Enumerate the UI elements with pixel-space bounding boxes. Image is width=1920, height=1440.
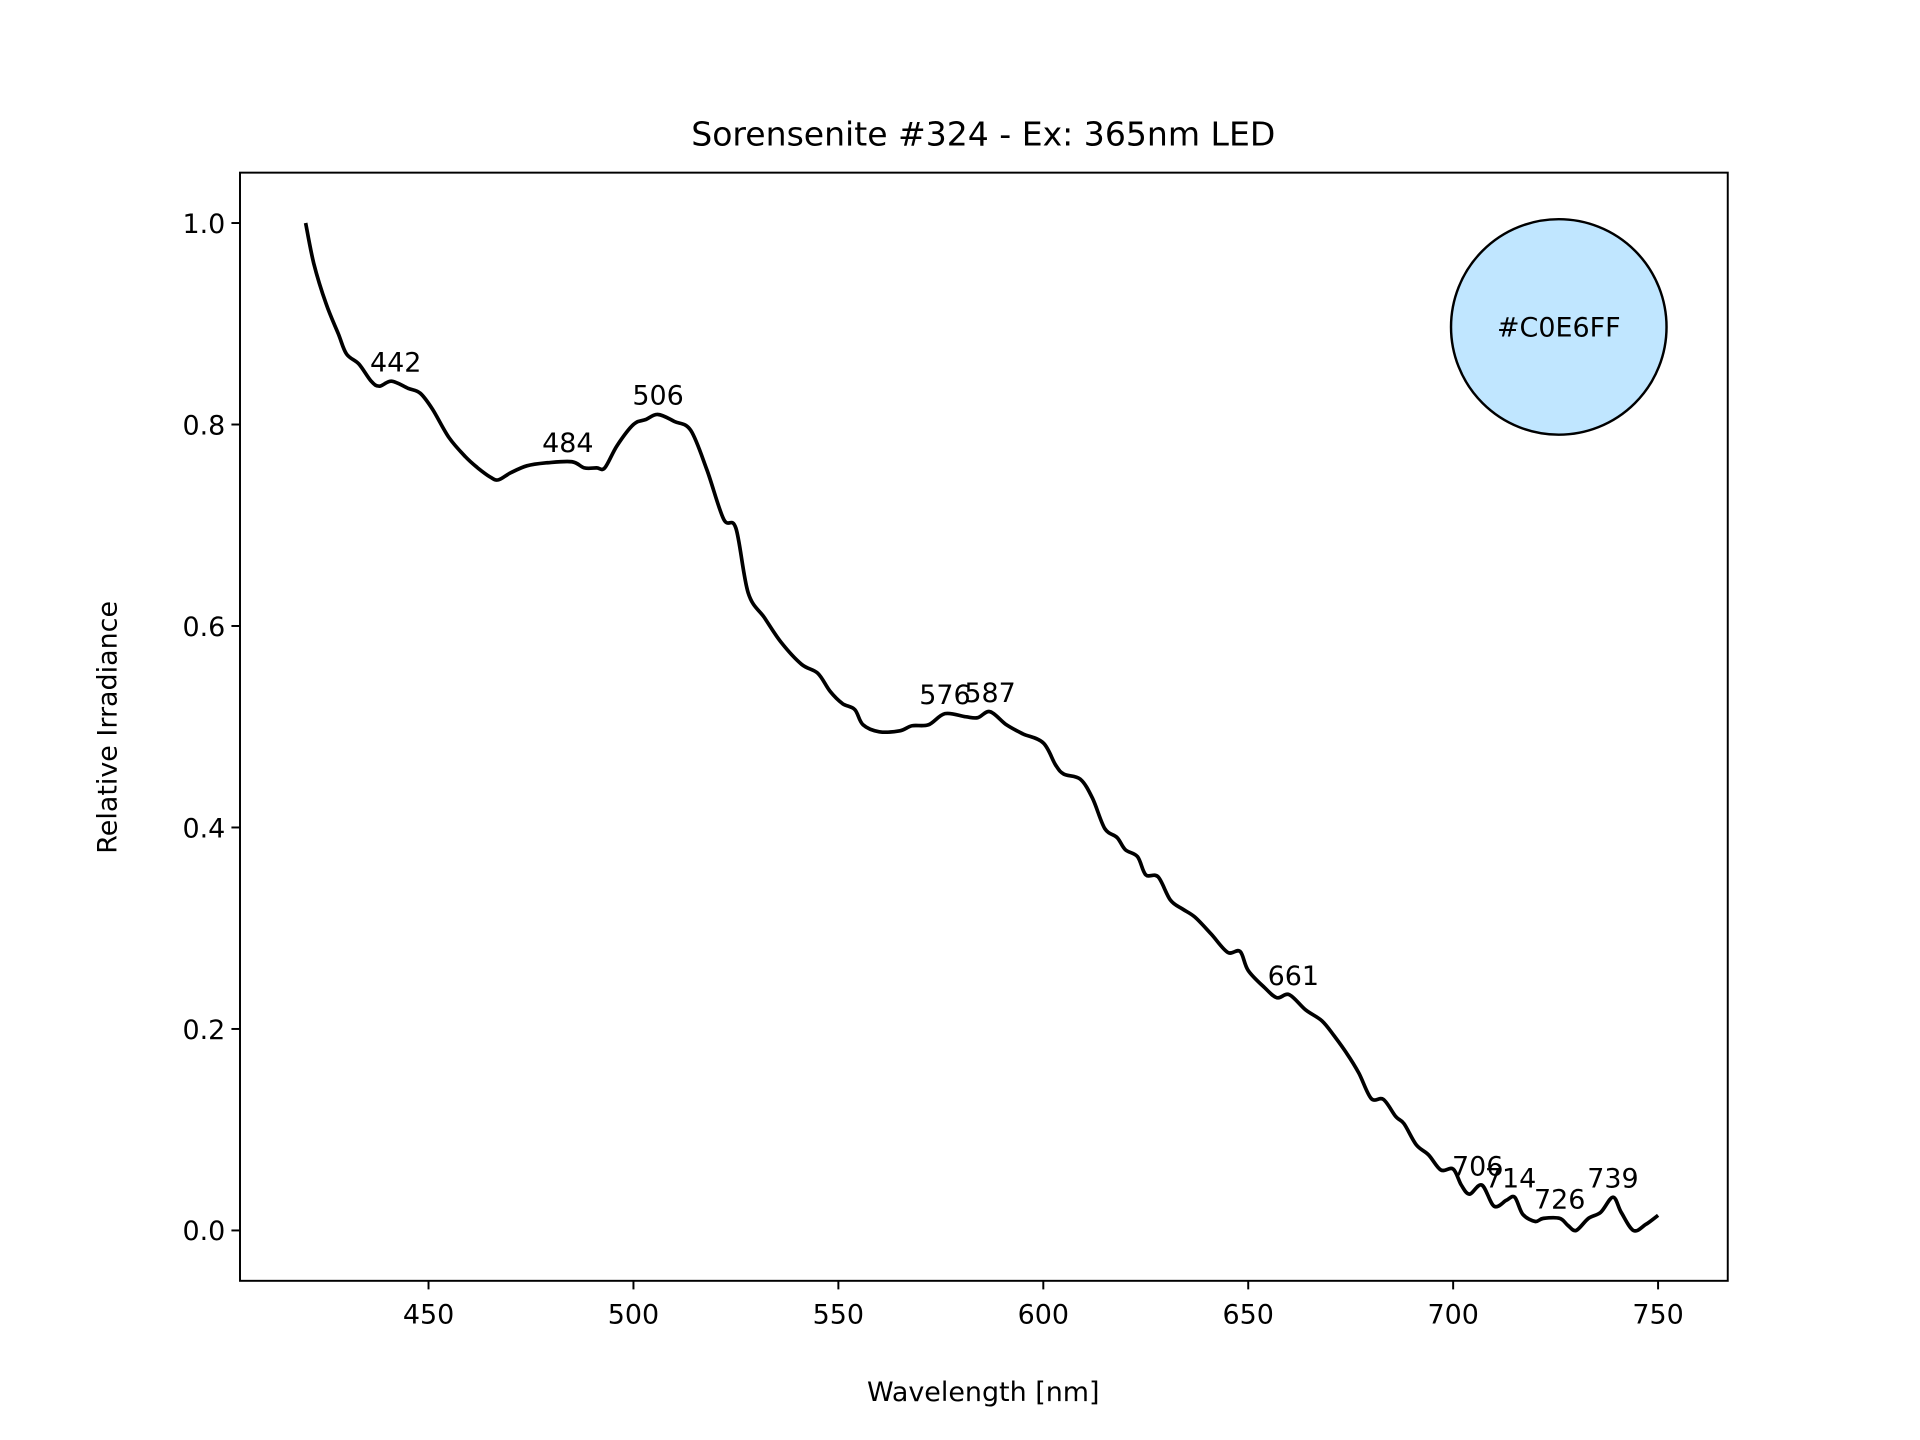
x-tick-label: 750 (1632, 1300, 1683, 1331)
spectrum-line (303, 222, 1660, 1233)
y-axis: 0.0 0.2 0.4 0.6 0.8 1.0 (182, 209, 240, 1247)
x-tick-label: 500 (608, 1300, 659, 1331)
y-tick-label: 0.8 (182, 410, 225, 441)
peak-label: 506 (632, 381, 683, 412)
x-tick-label: 450 (403, 1300, 454, 1331)
x-tick-label: 550 (813, 1300, 864, 1331)
color-swatch-label: #C0E6FF (1497, 313, 1621, 344)
peak-label: 484 (542, 428, 593, 459)
color-swatch: #C0E6FF (1449, 217, 1668, 436)
y-tick-label: 0.6 (182, 612, 225, 643)
peak-label: 739 (1587, 1163, 1638, 1194)
y-tick-label: 0.4 (182, 813, 225, 844)
peak-label: 714 (1485, 1163, 1536, 1194)
peak-label: 706 (1452, 1151, 1503, 1182)
y-tick-label: 0.2 (182, 1015, 225, 1046)
peak-label: 661 (1268, 961, 1319, 992)
color-swatch-circle (1449, 217, 1668, 436)
peak-label: 587 (964, 678, 1015, 709)
peak-label: 726 (1534, 1185, 1585, 1216)
x-axis-label: Wavelength [nm] (867, 1377, 1100, 1408)
x-tick-label: 650 (1223, 1300, 1274, 1331)
x-tick-label: 700 (1427, 1300, 1478, 1331)
y-tick-label: 1.0 (182, 209, 225, 240)
x-axis: 450 500 550 600 650 700 750 (403, 1280, 1684, 1331)
x-tick-label: 600 (1018, 1300, 1069, 1331)
chart-title: Sorensenite #324 - Ex: 365nm LED (691, 115, 1275, 154)
y-tick-label: 0.0 (182, 1216, 225, 1247)
peak-label: 576 (919, 680, 970, 711)
axes-frame (239, 171, 1729, 1282)
y-axis-label: Relative Irradiance (92, 601, 123, 854)
peak-label: 442 (370, 347, 421, 378)
